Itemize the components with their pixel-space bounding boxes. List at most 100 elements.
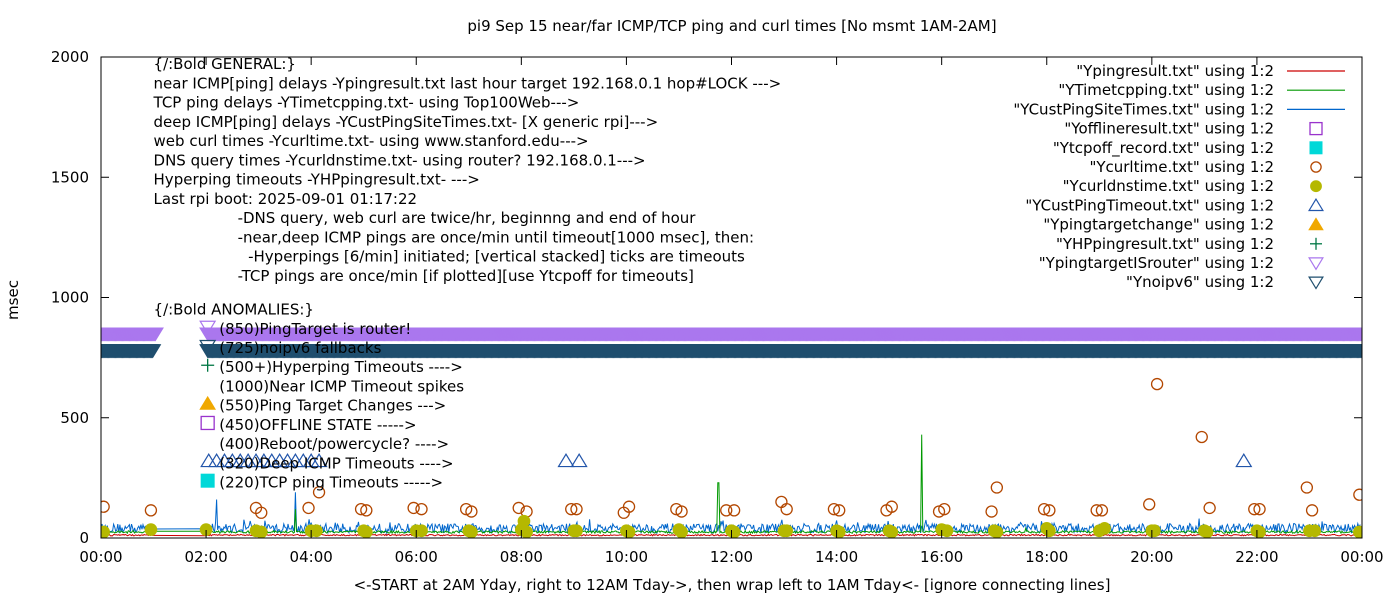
annotation-text: (450)OFFLINE STATE -----> (219, 416, 416, 434)
point (512, 501, 525, 515)
point (832, 525, 846, 538)
point (940, 524, 954, 538)
plot-inner (101, 327, 1362, 538)
point (1353, 525, 1362, 538)
point (1043, 524, 1056, 538)
legend-label: "YTimetcpping.txt" using 1:2 (1058, 81, 1274, 99)
point (780, 524, 794, 538)
point (517, 514, 531, 528)
annotation-text: -TCP pings are once/min [if plotted][use… (238, 267, 694, 285)
annotation-text: Last rpi boot: 2025-09-01 01:17:22 (154, 190, 418, 208)
point (827, 502, 841, 516)
legend-marker (1309, 121, 1323, 136)
chart-title: pi9 Sep 15 near/far ICMP/TCP ping and cu… (467, 17, 996, 35)
annotation-text: near ICMP[ping] delays -Ypingresult.txt … (154, 74, 782, 92)
legend-label: "Yofflineresult.txt" using 1:2 (1064, 120, 1274, 138)
point (1150, 377, 1164, 391)
point (310, 524, 323, 538)
annotation-text: -DNS query, web curl are twice/hr, begin… (238, 209, 697, 227)
legend-label: "Ypingresult.txt" using 1:2 (1076, 62, 1274, 80)
point (622, 500, 636, 513)
annotation-text: (850)PingTarget is router! (219, 320, 411, 338)
point (146, 327, 164, 342)
point (520, 525, 533, 538)
point (1143, 498, 1156, 511)
legend-marker (1309, 141, 1323, 155)
point (255, 506, 268, 519)
annotation-text: deep ICMP[ping] delays -YCustPingSiteTim… (154, 113, 659, 131)
point (1248, 502, 1261, 516)
point (415, 502, 428, 516)
point (101, 525, 110, 538)
legend-label: "Ycurltime.txt" using 1:2 (1089, 158, 1274, 176)
point (1195, 430, 1208, 444)
point (780, 502, 793, 516)
point (310, 453, 328, 468)
point (1308, 524, 1322, 538)
y-tick-label: 1500 (51, 168, 89, 186)
legend-label: "YHPpingresult.txt" using 1:2 (1056, 235, 1274, 253)
x-tick-label: 08:00 (500, 548, 543, 566)
point (415, 524, 428, 538)
point (570, 453, 588, 468)
point (407, 501, 420, 515)
point (144, 344, 162, 359)
legend: "Ypingresult.txt" using 1:2"YTimetcpping… (1013, 62, 1345, 291)
y-tick-label: 0 (79, 529, 89, 547)
point (990, 525, 1004, 538)
point (833, 504, 846, 517)
x-tick-label: 02:00 (184, 548, 227, 566)
annotation-text: {/:Bold GENERAL:} (154, 55, 296, 73)
annotation-text: (500+)Hyperping Timeouts ----> (219, 358, 463, 376)
x-tick-label: 18:00 (1025, 548, 1068, 566)
point (1353, 488, 1362, 501)
series-line (101, 533, 1362, 537)
x-tick-label: 20:00 (1130, 548, 1173, 566)
point (1095, 504, 1109, 517)
series-ypingresult-txt-using-1-2 (101, 533, 1362, 537)
series-ycurltime-txt-using-1-2 (101, 377, 1362, 519)
point (312, 486, 326, 499)
y-tick-label: 500 (60, 409, 89, 427)
annotation-text: Hyperping timeouts -YHPpingresult.txt- -… (154, 171, 480, 189)
annotation-marker (199, 339, 217, 354)
legend-label: "Ytcpoff_record.txt" using 1:2 (1053, 139, 1274, 158)
point (1203, 501, 1216, 515)
point (1235, 453, 1253, 468)
legend-marker (1308, 197, 1324, 212)
x-tick-label: 00:00 (79, 548, 122, 566)
point (1037, 502, 1051, 516)
point (359, 525, 373, 538)
point (985, 505, 998, 518)
point (1098, 522, 1111, 535)
point (360, 504, 373, 517)
legend-marker (1310, 237, 1322, 250)
legend-label: "Ycurldnstime.txt" using 1:2 (1063, 177, 1274, 195)
legend-marker (1308, 257, 1324, 271)
point (465, 525, 478, 538)
legend-marker (1308, 276, 1324, 290)
annotation-text: -near,deep ICMP pings are once/min until… (238, 228, 755, 246)
point (1253, 502, 1266, 516)
point (720, 504, 733, 517)
point (101, 500, 110, 513)
series-ycustpingtimeout-txt-using-1-2 (200, 453, 1253, 468)
annotation-text: (725)noipv6 fallbacks (219, 339, 381, 357)
point (775, 495, 788, 509)
series-ypingtargetisrouter-using-1-2 (101, 327, 1362, 342)
x-axis-label: <-START at 2AM Yday, right to 12AM Tday-… (354, 576, 1111, 594)
point (570, 524, 583, 538)
point (1043, 504, 1056, 517)
point (990, 481, 1004, 494)
legend-marker (1310, 161, 1322, 173)
annotation-text: {/:Bold ANOMALIES:} (154, 301, 314, 319)
annotation-text: DNS query times -Ycurldnstime.txt- using… (154, 151, 646, 169)
x-tick-label: 14:00 (815, 548, 858, 566)
point (1200, 525, 1214, 538)
annotation-text: TCP ping delays -YTimetcpping.txt- using… (153, 94, 580, 112)
point (465, 505, 478, 518)
point (622, 525, 636, 538)
legend-label: "YpingtargetISrouter" using 1:2 (1039, 254, 1274, 272)
x-tick-label: 16:00 (920, 548, 963, 566)
